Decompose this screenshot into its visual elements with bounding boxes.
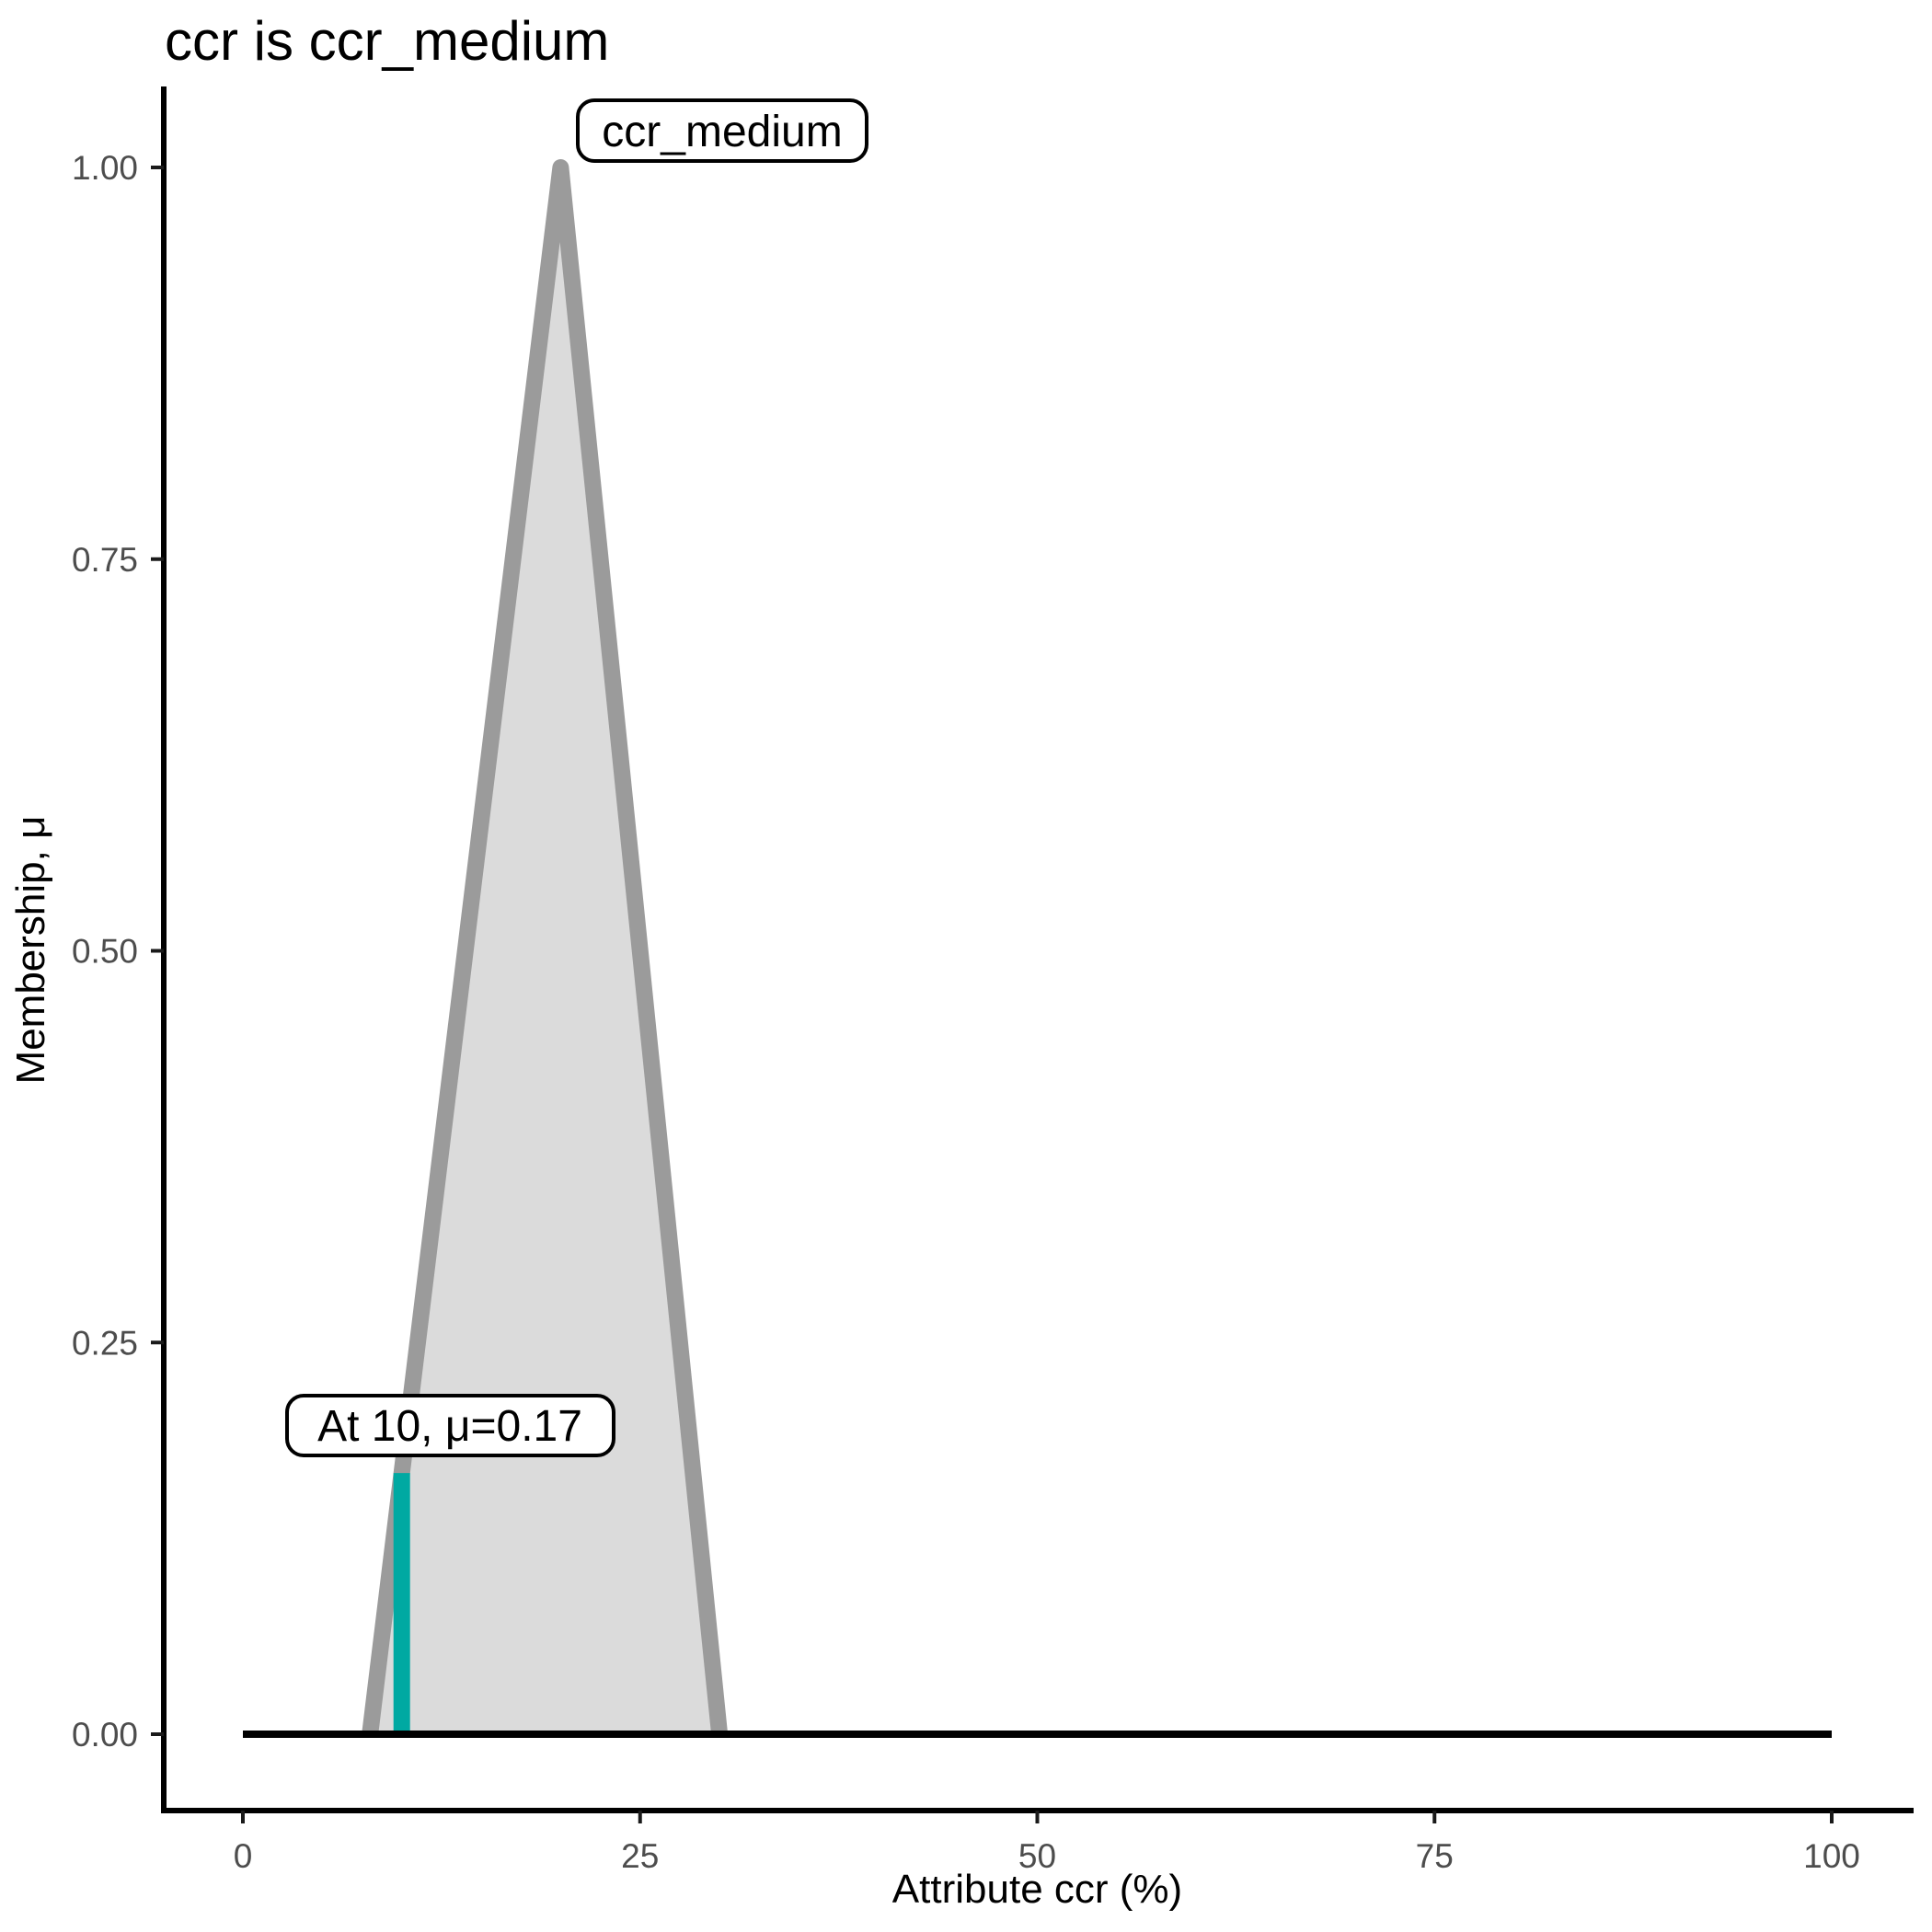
membership-function-outline — [362, 159, 729, 1736]
mf-label-box — [576, 98, 868, 163]
mf-label-annotation: ccr_medium — [576, 98, 868, 163]
membership-function-area — [370, 167, 720, 1734]
y-tick-label: 1.00 — [72, 149, 138, 187]
plot-title: ccr is ccr_medium — [165, 10, 609, 72]
y-tick-label: 0.50 — [72, 933, 138, 971]
input-label-box — [285, 1394, 615, 1457]
mf-label-text: ccr_medium — [602, 108, 842, 156]
y-tick-label: 0.75 — [72, 541, 138, 579]
input-label-annotation: At 10, μ=0.17 — [285, 1394, 615, 1457]
y-axis-ticks: 0.00 0.25 0.50 0.75 1.00 — [72, 149, 164, 1754]
y-axis-title: Membership, μ — [8, 816, 53, 1085]
x-tick-label: 25 — [621, 1837, 659, 1875]
x-axis-ticks: 0 25 50 75 100 — [234, 1811, 1860, 1875]
x-axis-title: Attribute ccr (%) — [892, 1867, 1182, 1912]
input-label-text: At 10, μ=0.17 — [317, 1402, 582, 1451]
x-tick-label: 0 — [234, 1837, 253, 1875]
x-tick-label: 75 — [1416, 1837, 1454, 1875]
y-tick-label: 0.00 — [72, 1716, 138, 1754]
x-tick-label: 100 — [1803, 1837, 1860, 1875]
x-tick-label: 50 — [1018, 1837, 1056, 1875]
y-tick-label: 0.25 — [72, 1324, 138, 1362]
